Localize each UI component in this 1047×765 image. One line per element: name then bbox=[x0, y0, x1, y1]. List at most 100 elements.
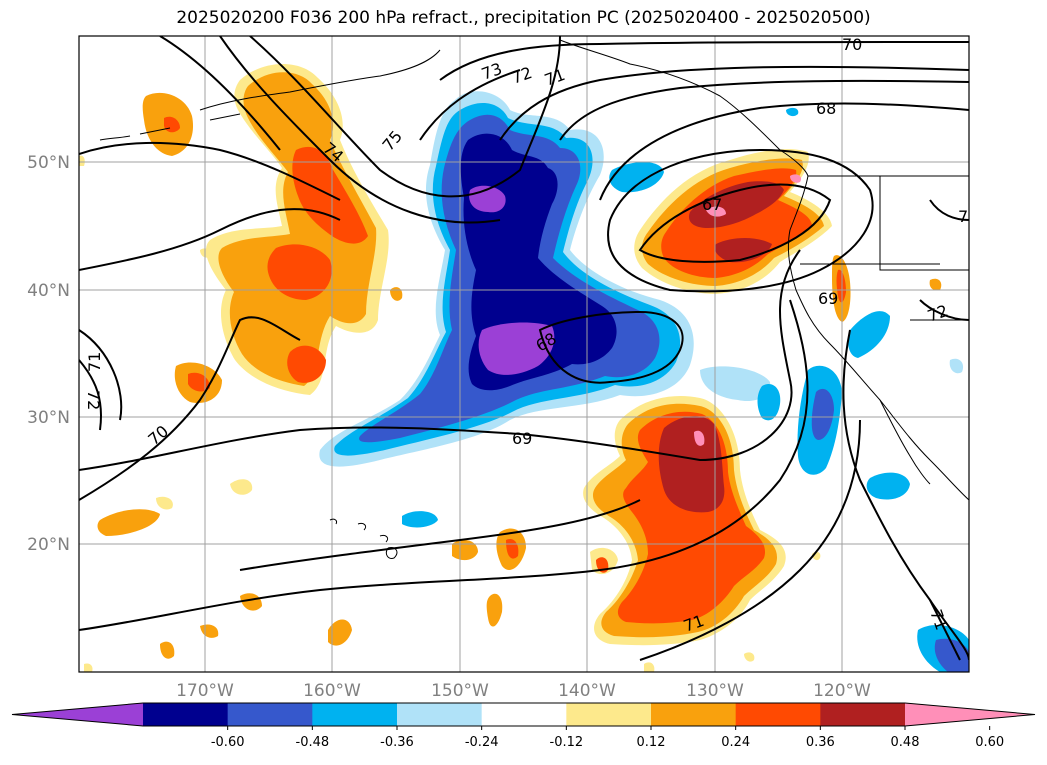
contour-label: 68 bbox=[816, 99, 836, 118]
baja-coast bbox=[879, 399, 931, 485]
colorbar-tick-label: -0.12 bbox=[550, 735, 584, 750]
contour-label: 75 bbox=[379, 127, 407, 155]
pos-ne-strip-r bbox=[836, 269, 846, 303]
pos-w10 bbox=[390, 287, 403, 301]
lat-label: 20°N bbox=[27, 535, 70, 555]
colorbar-segment bbox=[735, 703, 821, 726]
colorbar-segment bbox=[566, 703, 652, 726]
colorbar-tick-label: 0.36 bbox=[806, 735, 835, 750]
colorbar-segment bbox=[312, 703, 398, 726]
pos-w-edge bbox=[79, 155, 85, 166]
lon-axis: 170°W 160°W 150°W 140°W 130°W 120°W bbox=[176, 681, 871, 701]
colorbar-outline bbox=[11, 702, 1036, 727]
colorbar-tick-label: 0.24 bbox=[721, 735, 750, 750]
neg-patch-s bbox=[402, 511, 438, 528]
contour-72 bbox=[499, 65, 969, 141]
contour-label: 72 bbox=[925, 301, 951, 326]
lat-label: 50°N bbox=[27, 153, 70, 173]
colorbar-tick-label: -0.48 bbox=[296, 735, 330, 750]
lon-label: 120°W bbox=[813, 681, 871, 701]
lon-label: 130°W bbox=[686, 681, 744, 701]
colorbar-tick-label: 0.12 bbox=[637, 735, 666, 750]
contour-68-ring bbox=[607, 148, 874, 293]
pos-w9 bbox=[156, 496, 173, 510]
contour-71-se bbox=[639, 419, 861, 661]
pos-se-darkred bbox=[658, 416, 725, 513]
lat-axis: 50°N 40°N 30°N 20°N bbox=[27, 153, 70, 555]
contour-71 bbox=[559, 79, 969, 141]
coastlines bbox=[99, 39, 969, 559]
colorbar-tick-label: 0.48 bbox=[891, 735, 920, 750]
pos-se-small3 bbox=[744, 652, 755, 662]
pos-w3 bbox=[97, 509, 160, 536]
lon-label: 140°W bbox=[558, 681, 616, 701]
neg-patch-e4 bbox=[866, 472, 910, 500]
islands-hawaii bbox=[329, 518, 398, 559]
contour-68 bbox=[599, 102, 969, 201]
contour-74 bbox=[219, 36, 501, 224]
lon-label: 150°W bbox=[431, 681, 489, 701]
pos-se-small4 bbox=[644, 662, 655, 672]
contour-e-long bbox=[842, 329, 969, 661]
pos-mid-patch-1 bbox=[452, 539, 478, 561]
contour-lines bbox=[79, 36, 969, 661]
pos-ne-darkred bbox=[688, 181, 784, 228]
neg-region-purple-2 bbox=[478, 322, 555, 375]
neg-patch-e5 bbox=[757, 384, 781, 421]
colorbar-tick-label: -0.60 bbox=[211, 735, 245, 750]
contour-label: 72 bbox=[509, 63, 535, 88]
precipitation-field bbox=[79, 63, 969, 672]
pos-nw-red-3 bbox=[287, 345, 326, 383]
contour-72-sw bbox=[79, 359, 102, 431]
contour-label: 70 bbox=[842, 35, 862, 54]
lon-label: 160°W bbox=[303, 681, 361, 701]
alaska-coast bbox=[199, 39, 969, 177]
pos-nw-orange bbox=[218, 72, 377, 387]
contour-69 bbox=[79, 249, 801, 471]
contour-w2 bbox=[79, 141, 341, 201]
pos-nw-red-2 bbox=[267, 244, 332, 300]
neg-patch-ne-small bbox=[786, 107, 799, 117]
nw-coast bbox=[787, 175, 969, 501]
pos-mid-patch-3 bbox=[486, 593, 503, 627]
contour-e-upper bbox=[929, 199, 969, 221]
colorbar-extend-low bbox=[12, 703, 143, 726]
neg-patch-e1 bbox=[700, 366, 771, 402]
contour-70-mid bbox=[79, 316, 301, 501]
contour-71-bot bbox=[929, 599, 961, 661]
contour-67 bbox=[638, 183, 832, 263]
colorbar-tick-label: 0.60 bbox=[975, 735, 1004, 750]
pos-w6 bbox=[200, 624, 219, 638]
colorbar-segment bbox=[481, 703, 567, 726]
pos-e-small bbox=[929, 278, 942, 291]
contour-label: 72 bbox=[84, 390, 103, 410]
contour-label: 69 bbox=[512, 429, 532, 448]
border-1 bbox=[800, 175, 969, 321]
contour-label: 7 bbox=[958, 207, 968, 226]
colorbar-segment bbox=[227, 703, 313, 726]
contour-70-s bbox=[239, 499, 641, 571]
islands-aleut bbox=[99, 113, 241, 141]
contour-71-s bbox=[79, 299, 809, 631]
neg-patch-se-in bbox=[934, 638, 969, 672]
lat-label: 40°N bbox=[27, 281, 70, 301]
contour-label: 69 bbox=[818, 289, 838, 308]
contour-73 bbox=[419, 69, 521, 141]
colorbar-segment bbox=[143, 703, 229, 726]
pos-se-red bbox=[617, 411, 766, 624]
colorbar-tick-label: -0.24 bbox=[465, 735, 499, 750]
contour-label: 67 bbox=[702, 195, 722, 214]
pos-ne-darkred-2 bbox=[714, 238, 772, 263]
contour-w1 bbox=[79, 208, 341, 271]
pos-w5 bbox=[240, 593, 262, 611]
pos-w7 bbox=[328, 619, 352, 646]
pos-ne-pink-2 bbox=[790, 174, 802, 183]
contour-label: 70 bbox=[144, 421, 172, 449]
pos-sw-small bbox=[84, 663, 93, 672]
map-title: 2025020200 F036 200 hPa refract., precip… bbox=[176, 8, 871, 28]
neg-patch-e3 bbox=[848, 311, 890, 358]
contour-w3 bbox=[159, 36, 281, 151]
lon-label: 170°W bbox=[176, 681, 234, 701]
pos-w8 bbox=[160, 641, 175, 659]
contour-label: 71 bbox=[542, 65, 568, 90]
